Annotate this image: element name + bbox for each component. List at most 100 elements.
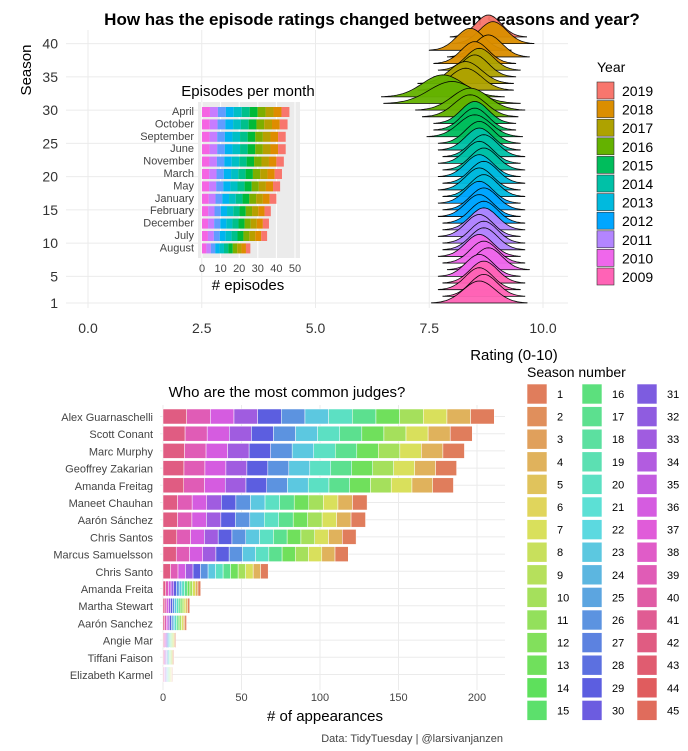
month-bar-segment <box>225 107 234 117</box>
judges-bar-segment <box>351 460 373 476</box>
month-bar-segment <box>243 231 250 241</box>
month-x-tick-label: 40 <box>270 263 282 275</box>
season-legend-key <box>526 519 548 540</box>
month-bar-segment <box>268 156 277 167</box>
judges-bar-segment <box>181 615 184 631</box>
judges-bar-segment <box>259 529 274 545</box>
month-bar-segment <box>254 156 262 167</box>
judges-bar-segment <box>185 597 189 614</box>
season-legend-label: 22 <box>612 525 624 537</box>
season-legend-key <box>581 496 603 518</box>
judges-bar-segment <box>260 563 269 580</box>
month-bar-segment <box>208 218 215 229</box>
month-bar-segment <box>270 144 279 155</box>
month-x-tick-label: 30 <box>252 263 264 275</box>
judges-bar-segment <box>170 563 179 580</box>
judges-bar-segment <box>170 580 175 597</box>
season-legend-label: 28 <box>612 660 624 672</box>
season-legend-label: 15 <box>557 705 569 717</box>
judges-bar-segment <box>168 597 171 614</box>
season-legend-label: 5 <box>557 479 563 491</box>
season-legend-label: 27 <box>612 638 624 650</box>
season-legend-key <box>581 677 603 699</box>
judges-bar-segment <box>399 408 424 425</box>
month-bar-segment <box>231 156 240 167</box>
judges-bar-segment <box>245 563 254 580</box>
season-legend-label: 42 <box>667 638 679 650</box>
judges-bar-segment <box>414 460 436 476</box>
month-bar-segment <box>225 119 234 130</box>
judges-bar-segment <box>171 615 174 631</box>
ridge-x-tick-label: 5.0 <box>306 320 326 336</box>
season-legend-key <box>636 541 658 563</box>
month-bar-segment <box>250 218 257 229</box>
season-legend-key <box>636 428 658 450</box>
month-bar-segment <box>264 119 273 130</box>
judges-bar-segment <box>255 546 270 562</box>
ridge-x-tick-label: 7.5 <box>420 320 440 336</box>
season-legend-key <box>581 406 603 427</box>
ridge-season-1 <box>431 280 528 304</box>
month-bar-segment <box>226 218 233 229</box>
judges-bar-segment <box>162 408 187 425</box>
judges-category-label: Marc Murphy <box>89 446 154 458</box>
judges-bar-segment <box>162 546 177 562</box>
judges-bar-segment <box>235 511 251 528</box>
judges-bar-segment <box>251 425 274 442</box>
judges-bar-segment <box>300 529 315 545</box>
judges-bar-segment <box>178 580 183 597</box>
judges-bar-segment <box>242 546 256 562</box>
judges-bar-segment <box>190 529 205 545</box>
judges-bar-segment <box>221 494 237 511</box>
ridge-x-tick-label: 10.0 <box>529 320 556 336</box>
season-legend-label: 36 <box>667 502 679 514</box>
month-x-tick-label: 20 <box>233 263 245 275</box>
season-legend-label: 11 <box>557 615 568 627</box>
judges-bar-segment <box>206 511 222 528</box>
month-bar-segment <box>202 231 208 241</box>
year-legend-label: 2015 <box>622 157 653 173</box>
judges-bar-segment <box>421 443 444 459</box>
month-category-label: August <box>160 242 194 254</box>
season-legend-key <box>526 406 548 427</box>
month-bar-segment <box>231 169 239 179</box>
judges-bar-segment <box>162 425 186 442</box>
judges-bar-segment <box>446 408 471 425</box>
season-legend-key <box>526 677 548 699</box>
month-bar-segment <box>255 144 263 155</box>
season-legend-key <box>526 654 548 676</box>
month-bar-segment <box>232 131 241 142</box>
judges-x-tick-label: 200 <box>468 692 486 704</box>
month-bar-segment <box>217 144 225 155</box>
season-legend-key <box>581 587 603 608</box>
judges-bar-segment <box>352 408 377 425</box>
judges-bar-segment <box>172 649 175 666</box>
judges-category-label: Aarón Sanchez <box>78 618 153 630</box>
judges-bar-segment <box>281 546 296 562</box>
season-legend-key <box>526 428 548 450</box>
judges-bar-segment <box>307 477 330 494</box>
month-bar-segment <box>238 218 245 229</box>
season-legend-key <box>581 383 603 405</box>
judges-bar-segment <box>172 615 176 631</box>
month-bar-segment <box>214 206 221 217</box>
judges-bar-segment <box>470 408 495 425</box>
ridge-x-tick-label: 2.5 <box>192 320 212 336</box>
judges-bar-segment <box>328 408 353 425</box>
judges-bar-segment <box>308 494 324 511</box>
ridge-y-tick-label: 40 <box>42 36 58 52</box>
ridge-title: How has the episode ratings changed betw… <box>104 10 640 29</box>
judges-bar-segment <box>313 443 336 459</box>
month-category-label: December <box>143 218 194 230</box>
ridge-y-tick-label: 30 <box>42 102 58 118</box>
year-legend-label: 2009 <box>622 269 653 285</box>
month-bar-segment <box>202 144 210 155</box>
judges-bar-segment <box>264 511 279 528</box>
judges-category-label: Angie Mar <box>103 636 153 648</box>
judges-x-tick-label: 100 <box>311 692 329 704</box>
month-bar-segment <box>245 206 253 217</box>
judges-bar-segment <box>222 563 231 580</box>
season-legend-key <box>636 383 658 405</box>
judges-bar-segment <box>229 425 252 442</box>
month-bar-segment <box>202 218 209 229</box>
